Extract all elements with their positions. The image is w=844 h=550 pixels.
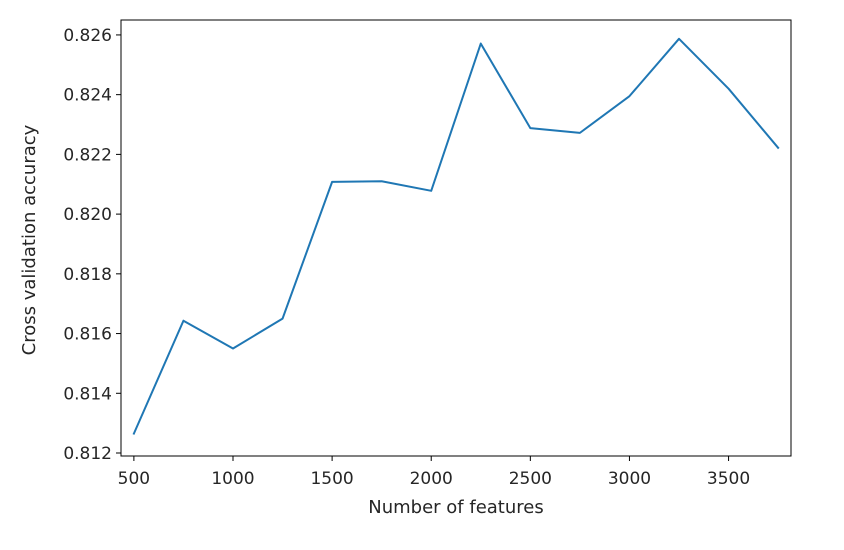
y-tick-label: 0.818 [63, 265, 112, 285]
plot-area [120, 19, 792, 457]
y-tick-label: 0.824 [63, 86, 112, 106]
x-tick-label: 2500 [509, 469, 552, 489]
series-line [132, 37, 780, 435]
y-tick-label: 0.812 [63, 444, 112, 464]
y-axis: 0.812 0.814 0.816 0.818 0.820 0.822 0.824 0.826 [63, 26, 121, 464]
x-tick-label: 1000 [211, 469, 254, 489]
x-axis: 500 1000 1500 2000 2500 3000 3500 [118, 456, 750, 489]
x-tick-label: 500 [118, 469, 150, 489]
x-axis-label: Number of features [368, 497, 543, 518]
x-tick-label: 3000 [608, 469, 651, 489]
x-tick-label: 1500 [310, 469, 353, 489]
y-tick-label: 0.816 [63, 325, 112, 345]
y-tick-label: 0.820 [63, 205, 112, 225]
y-tick-label: 0.822 [63, 145, 112, 165]
x-tick-label: 3500 [707, 469, 750, 489]
y-tick-label: 0.814 [63, 384, 112, 404]
y-tick-label: 0.826 [63, 26, 112, 46]
y-axis-label: Cross validation accuracy [19, 124, 40, 355]
axes-frame [120, 19, 792, 457]
x-tick-label: 2000 [410, 469, 453, 489]
